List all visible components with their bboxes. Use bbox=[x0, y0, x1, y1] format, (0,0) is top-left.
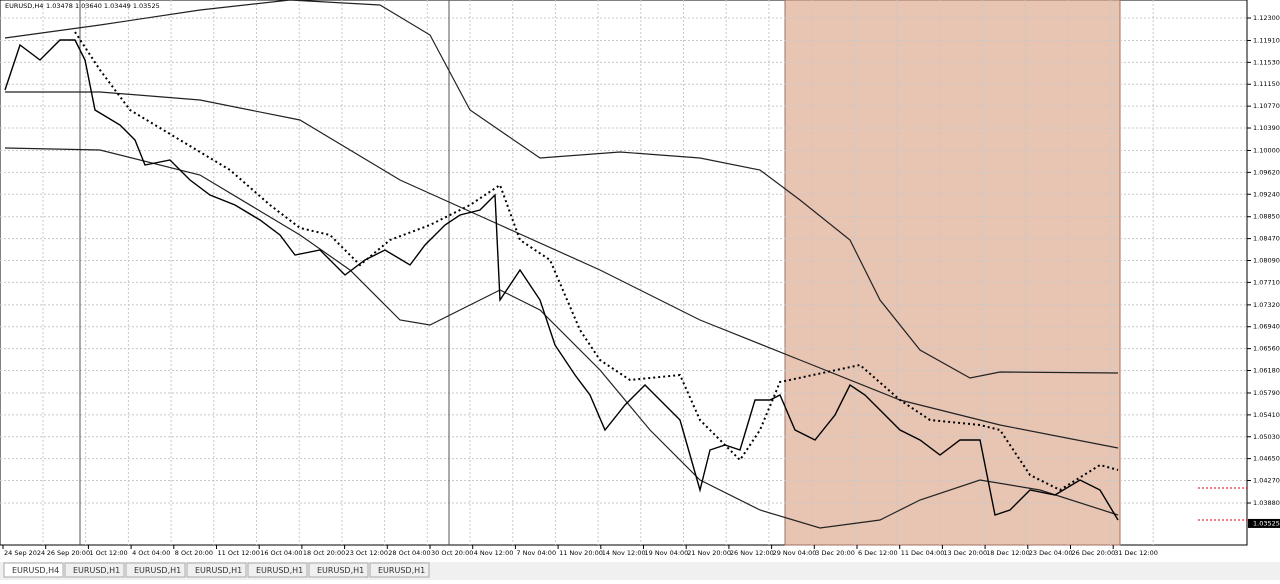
time-label: 26 Dec 20:00 bbox=[1072, 549, 1116, 557]
price-label: 1.10000 bbox=[1253, 146, 1280, 154]
tab[interactable] bbox=[369, 562, 430, 578]
price-label: 1.06180 bbox=[1253, 367, 1280, 375]
time-label: 11 Nov 20:00 bbox=[559, 549, 603, 557]
time-label: 14 Nov 12:00 bbox=[602, 549, 646, 557]
time-label: 13 Dec 20:00 bbox=[943, 549, 987, 557]
time-label: 29 Nov 04:00 bbox=[773, 549, 817, 557]
time-label: 26 Sep 20:00 bbox=[47, 549, 90, 557]
price-label: 1.11910 bbox=[1253, 36, 1280, 44]
tab-label[interactable]: EURUSD,H1 bbox=[134, 566, 181, 575]
time-label: 11 Oct 12:00 bbox=[218, 549, 260, 557]
time-label: 23 Dec 04:00 bbox=[1029, 549, 1073, 557]
time-label: 26 Nov 12:00 bbox=[730, 549, 774, 557]
time-label: 4 Nov 12:00 bbox=[474, 549, 514, 557]
time-label: 28 Oct 04:00 bbox=[388, 549, 430, 557]
time-label: 3 Dec 20:00 bbox=[815, 549, 855, 557]
time-label: 4 Oct 04:00 bbox=[132, 549, 170, 557]
time-label: 23 Oct 12:00 bbox=[346, 549, 388, 557]
price-label: 1.06940 bbox=[1253, 323, 1280, 331]
price-label: 1.08850 bbox=[1253, 213, 1280, 221]
tab[interactable] bbox=[125, 562, 186, 578]
price-label: 1.10770 bbox=[1253, 102, 1280, 110]
ohlc-header: 1.03478 1.03640 1.03449 1.03525 bbox=[46, 2, 160, 10]
symbol-header: EURUSD,H4 bbox=[5, 2, 43, 10]
price-label: 1.07710 bbox=[1253, 278, 1280, 286]
price-label: 1.10390 bbox=[1253, 124, 1280, 132]
price-label: 1.07320 bbox=[1253, 301, 1280, 309]
price-label: 1.08090 bbox=[1253, 256, 1280, 264]
price-label: 1.03880 bbox=[1253, 499, 1280, 507]
time-label: 6 Dec 12:00 bbox=[858, 549, 898, 557]
price-label: 1.05410 bbox=[1253, 411, 1280, 419]
price-label: 1.04270 bbox=[1253, 477, 1280, 485]
time-label: 18 Dec 12:00 bbox=[986, 549, 1030, 557]
time-label: 8 Oct 20:00 bbox=[175, 549, 213, 557]
tab-label[interactable]: EURUSD,H1 bbox=[317, 566, 364, 575]
time-label: 19 Nov 04:00 bbox=[645, 549, 689, 557]
price-label: 1.04650 bbox=[1253, 455, 1280, 463]
time-label: 21 Nov 20:00 bbox=[687, 549, 731, 557]
time-label: 1 Oct 12:00 bbox=[89, 549, 127, 557]
price-label: 1.11150 bbox=[1253, 80, 1280, 88]
price-label: 1.12300 bbox=[1253, 14, 1280, 22]
time-label: 16 Oct 04:00 bbox=[260, 549, 302, 557]
tab[interactable] bbox=[64, 562, 125, 578]
time-label: 31 Dec 12:00 bbox=[1114, 549, 1158, 557]
price-line bbox=[4, 39, 1119, 521]
time-label: 7 Nov 04:00 bbox=[516, 549, 556, 557]
price-label: 1.11530 bbox=[1253, 58, 1280, 66]
price-label: 1.06560 bbox=[1253, 345, 1280, 353]
upper-band bbox=[4, 0, 1119, 379]
tab-label[interactable]: EURUSD,H1 bbox=[378, 566, 425, 575]
sar-dots bbox=[74, 31, 1119, 492]
tab[interactable] bbox=[3, 562, 64, 578]
price-label: 1.05030 bbox=[1253, 433, 1280, 441]
current-price-box bbox=[1248, 518, 1280, 528]
tab[interactable] bbox=[186, 562, 247, 578]
time-label: 18 Oct 20:00 bbox=[303, 549, 345, 557]
price-label: 1.09620 bbox=[1253, 168, 1280, 176]
tab[interactable] bbox=[247, 562, 308, 578]
time-label: 30 Oct 20:00 bbox=[431, 549, 473, 557]
time-label: 11 Dec 04:00 bbox=[901, 549, 945, 557]
tab[interactable] bbox=[308, 562, 369, 578]
tab-label[interactable]: EURUSD,H4 bbox=[12, 566, 59, 575]
highlight-zone bbox=[784, 0, 1121, 546]
middle-band bbox=[5, 91, 1119, 449]
price-label: 1.09240 bbox=[1253, 190, 1280, 198]
current-price-label: 1.03525 bbox=[1253, 519, 1280, 527]
price-label: 1.05790 bbox=[1253, 389, 1280, 397]
tab-label[interactable]: EURUSD,H1 bbox=[195, 566, 242, 575]
time-label: 24 Sep 2024 bbox=[4, 549, 45, 557]
price-label: 1.08470 bbox=[1253, 235, 1280, 243]
tab-label[interactable]: EURUSD,H1 bbox=[73, 566, 120, 575]
lower-band bbox=[4, 147, 1119, 529]
tab-label[interactable]: EURUSD,H1 bbox=[256, 566, 303, 575]
